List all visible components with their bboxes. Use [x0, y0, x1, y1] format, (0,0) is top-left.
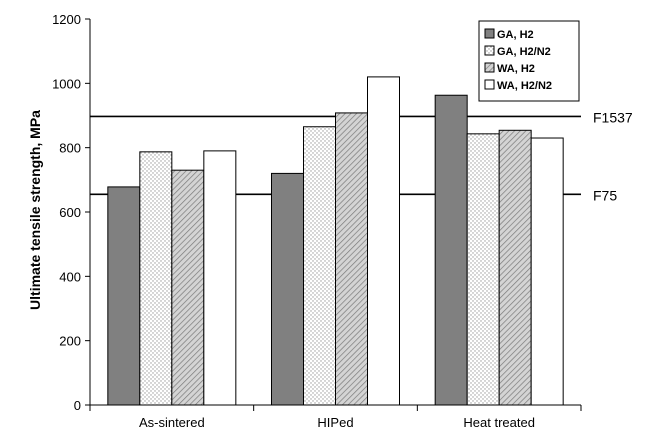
bar-4-2 — [367, 76, 400, 406]
y-tick-label-2: 200 — [59, 334, 81, 349]
y-tick-label-1: 0 — [74, 398, 81, 413]
legend-label-4: WA, H2/N2 — [497, 80, 552, 92]
x-tick-label-2: HIPed — [317, 415, 353, 430]
legend-swatch-1 — [484, 28, 495, 39]
bar-3-1 — [171, 169, 205, 406]
axes: 0 200 400 600 800 1000 1200 As-sintered HIPed Hea… — [52, 12, 582, 430]
legend-swatch-3 — [484, 62, 495, 73]
y-tick-label-6: 1000 — [52, 76, 81, 91]
bar-2-1 — [139, 151, 173, 406]
bar-4-3 — [530, 137, 564, 406]
bars-group — [107, 76, 564, 406]
x-tick-label-3: Heat treated — [463, 415, 535, 430]
y-tick-label-4: 600 — [59, 205, 81, 220]
y-tick-label-7: 1200 — [52, 12, 81, 27]
legend-box — [478, 20, 580, 102]
reference-label-2: F75 — [593, 187, 617, 203]
y-axis-title: Ultimate tensile strength, MPa — [27, 110, 43, 310]
bar-1-1 — [107, 186, 141, 406]
bar-2-2 — [303, 126, 336, 406]
legend-label-3: WA, H2 — [497, 63, 535, 75]
bar-1-3 — [434, 94, 468, 406]
legend-swatch-2 — [484, 45, 495, 56]
bar-3-2 — [335, 112, 368, 406]
bar-1-2 — [271, 172, 304, 406]
x-tick-label-1: As-sintered — [139, 415, 205, 430]
bar-2-3 — [466, 133, 500, 406]
bar-3-3 — [498, 129, 532, 406]
legend-label-2: GA, H2/N2 — [497, 46, 551, 58]
y-tick-label-3: 400 — [59, 269, 81, 284]
y-tick-label-5: 800 — [59, 141, 81, 156]
reference-label-1: F1537 — [593, 109, 633, 125]
legend-label-1: GA, H2 — [497, 29, 534, 41]
bar-4-1 — [203, 150, 237, 406]
legend-swatch-4 — [484, 79, 495, 90]
legend: GA, H2 GA, H2/N2 WA, H2 WA, H2/N2 — [478, 20, 580, 102]
